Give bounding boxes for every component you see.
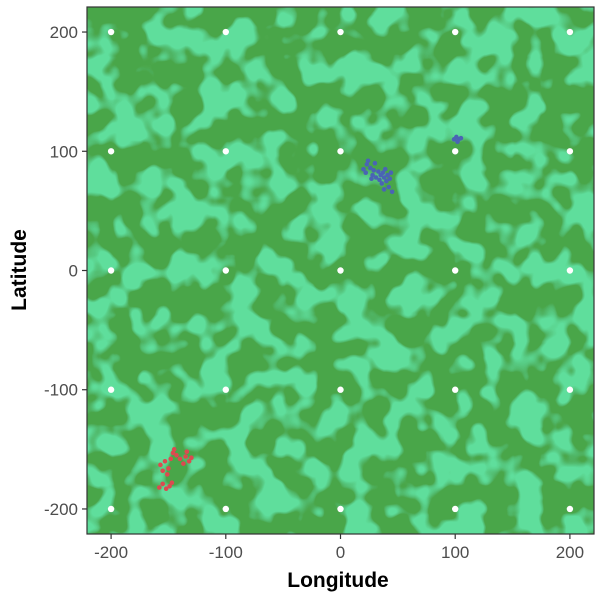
data-point — [373, 175, 379, 180]
data-point — [164, 472, 170, 477]
grid-point — [222, 148, 229, 155]
x-axis: -200 -100 0 100 200 — [94, 534, 584, 562]
x-tick-label: -200 — [94, 543, 128, 562]
data-point — [167, 484, 172, 489]
data-point — [168, 456, 174, 462]
data-point — [388, 170, 394, 176]
grid-point — [337, 148, 344, 155]
data-point — [177, 456, 183, 462]
data-point — [377, 177, 382, 183]
data-point — [455, 139, 460, 145]
data-point — [381, 187, 387, 192]
data-point — [186, 458, 192, 464]
y-axis-title: Latitude — [8, 229, 31, 311]
data-point — [364, 162, 370, 167]
grid-point — [222, 267, 229, 274]
data-point — [370, 172, 375, 178]
grid-point — [566, 267, 574, 274]
data-point — [371, 168, 377, 173]
grid-point — [107, 28, 115, 36]
grid-point — [107, 148, 115, 155]
data-point — [158, 462, 163, 468]
data-point — [384, 178, 389, 184]
y-tick-label: 200 — [50, 23, 78, 42]
data-point — [166, 466, 171, 471]
data-point — [361, 166, 366, 172]
grid-point — [452, 267, 459, 274]
y-tick-label: -100 — [44, 381, 78, 400]
grid-point — [566, 505, 574, 513]
grid-points — [107, 28, 574, 513]
data-point — [382, 166, 388, 172]
grid-point — [452, 505, 459, 513]
data-point — [156, 485, 162, 490]
grid-point — [107, 267, 115, 274]
y-tick-label: 100 — [50, 142, 78, 161]
data-point — [376, 169, 381, 174]
grid-point — [222, 386, 229, 393]
data-point — [363, 170, 369, 176]
grid-point — [452, 386, 459, 393]
data-point — [389, 189, 395, 195]
grid-point — [566, 386, 574, 393]
data-point — [381, 175, 387, 180]
data-point — [163, 486, 169, 491]
x-tick-label: -100 — [209, 543, 243, 562]
y-tick-label: -200 — [44, 500, 78, 519]
data-point — [162, 458, 168, 464]
data-point — [181, 461, 186, 466]
grid-point — [337, 267, 344, 274]
grid-point — [222, 505, 229, 513]
plot-panel — [86, 6, 595, 535]
data-point — [380, 170, 386, 176]
grid-point — [337, 28, 344, 36]
grid-point — [337, 386, 344, 393]
data-point — [387, 176, 393, 181]
y-axis: -200 -100 0 100 200 — [44, 23, 87, 519]
grid-point — [566, 148, 574, 155]
x-axis-title: Longitude — [287, 569, 388, 592]
data-points — [156, 134, 464, 491]
grid-point — [566, 28, 574, 36]
grid-point — [107, 505, 115, 513]
y-tick-label: 0 — [69, 262, 78, 281]
data-point — [184, 449, 190, 455]
data-point — [160, 468, 166, 474]
data-point — [183, 454, 188, 459]
data-point — [386, 184, 391, 190]
grid-point — [452, 28, 459, 36]
data-point — [365, 158, 371, 164]
grid-point — [222, 28, 229, 36]
data-point — [174, 453, 179, 458]
data-point — [169, 480, 175, 486]
data-point — [379, 181, 385, 186]
data-point — [170, 450, 176, 456]
data-point — [385, 172, 390, 178]
x-tick-label: 200 — [556, 543, 584, 562]
grid-point — [107, 386, 115, 393]
data-point — [372, 160, 378, 166]
data-point — [171, 447, 177, 452]
x-tick-label: 100 — [441, 543, 469, 562]
grid-point — [452, 148, 459, 155]
data-point — [368, 165, 373, 171]
x-tick-label: 0 — [336, 543, 345, 562]
data-point — [458, 135, 464, 141]
data-point — [189, 455, 194, 460]
data-point — [369, 176, 374, 181]
data-point — [160, 481, 166, 487]
grid-point — [337, 505, 344, 513]
